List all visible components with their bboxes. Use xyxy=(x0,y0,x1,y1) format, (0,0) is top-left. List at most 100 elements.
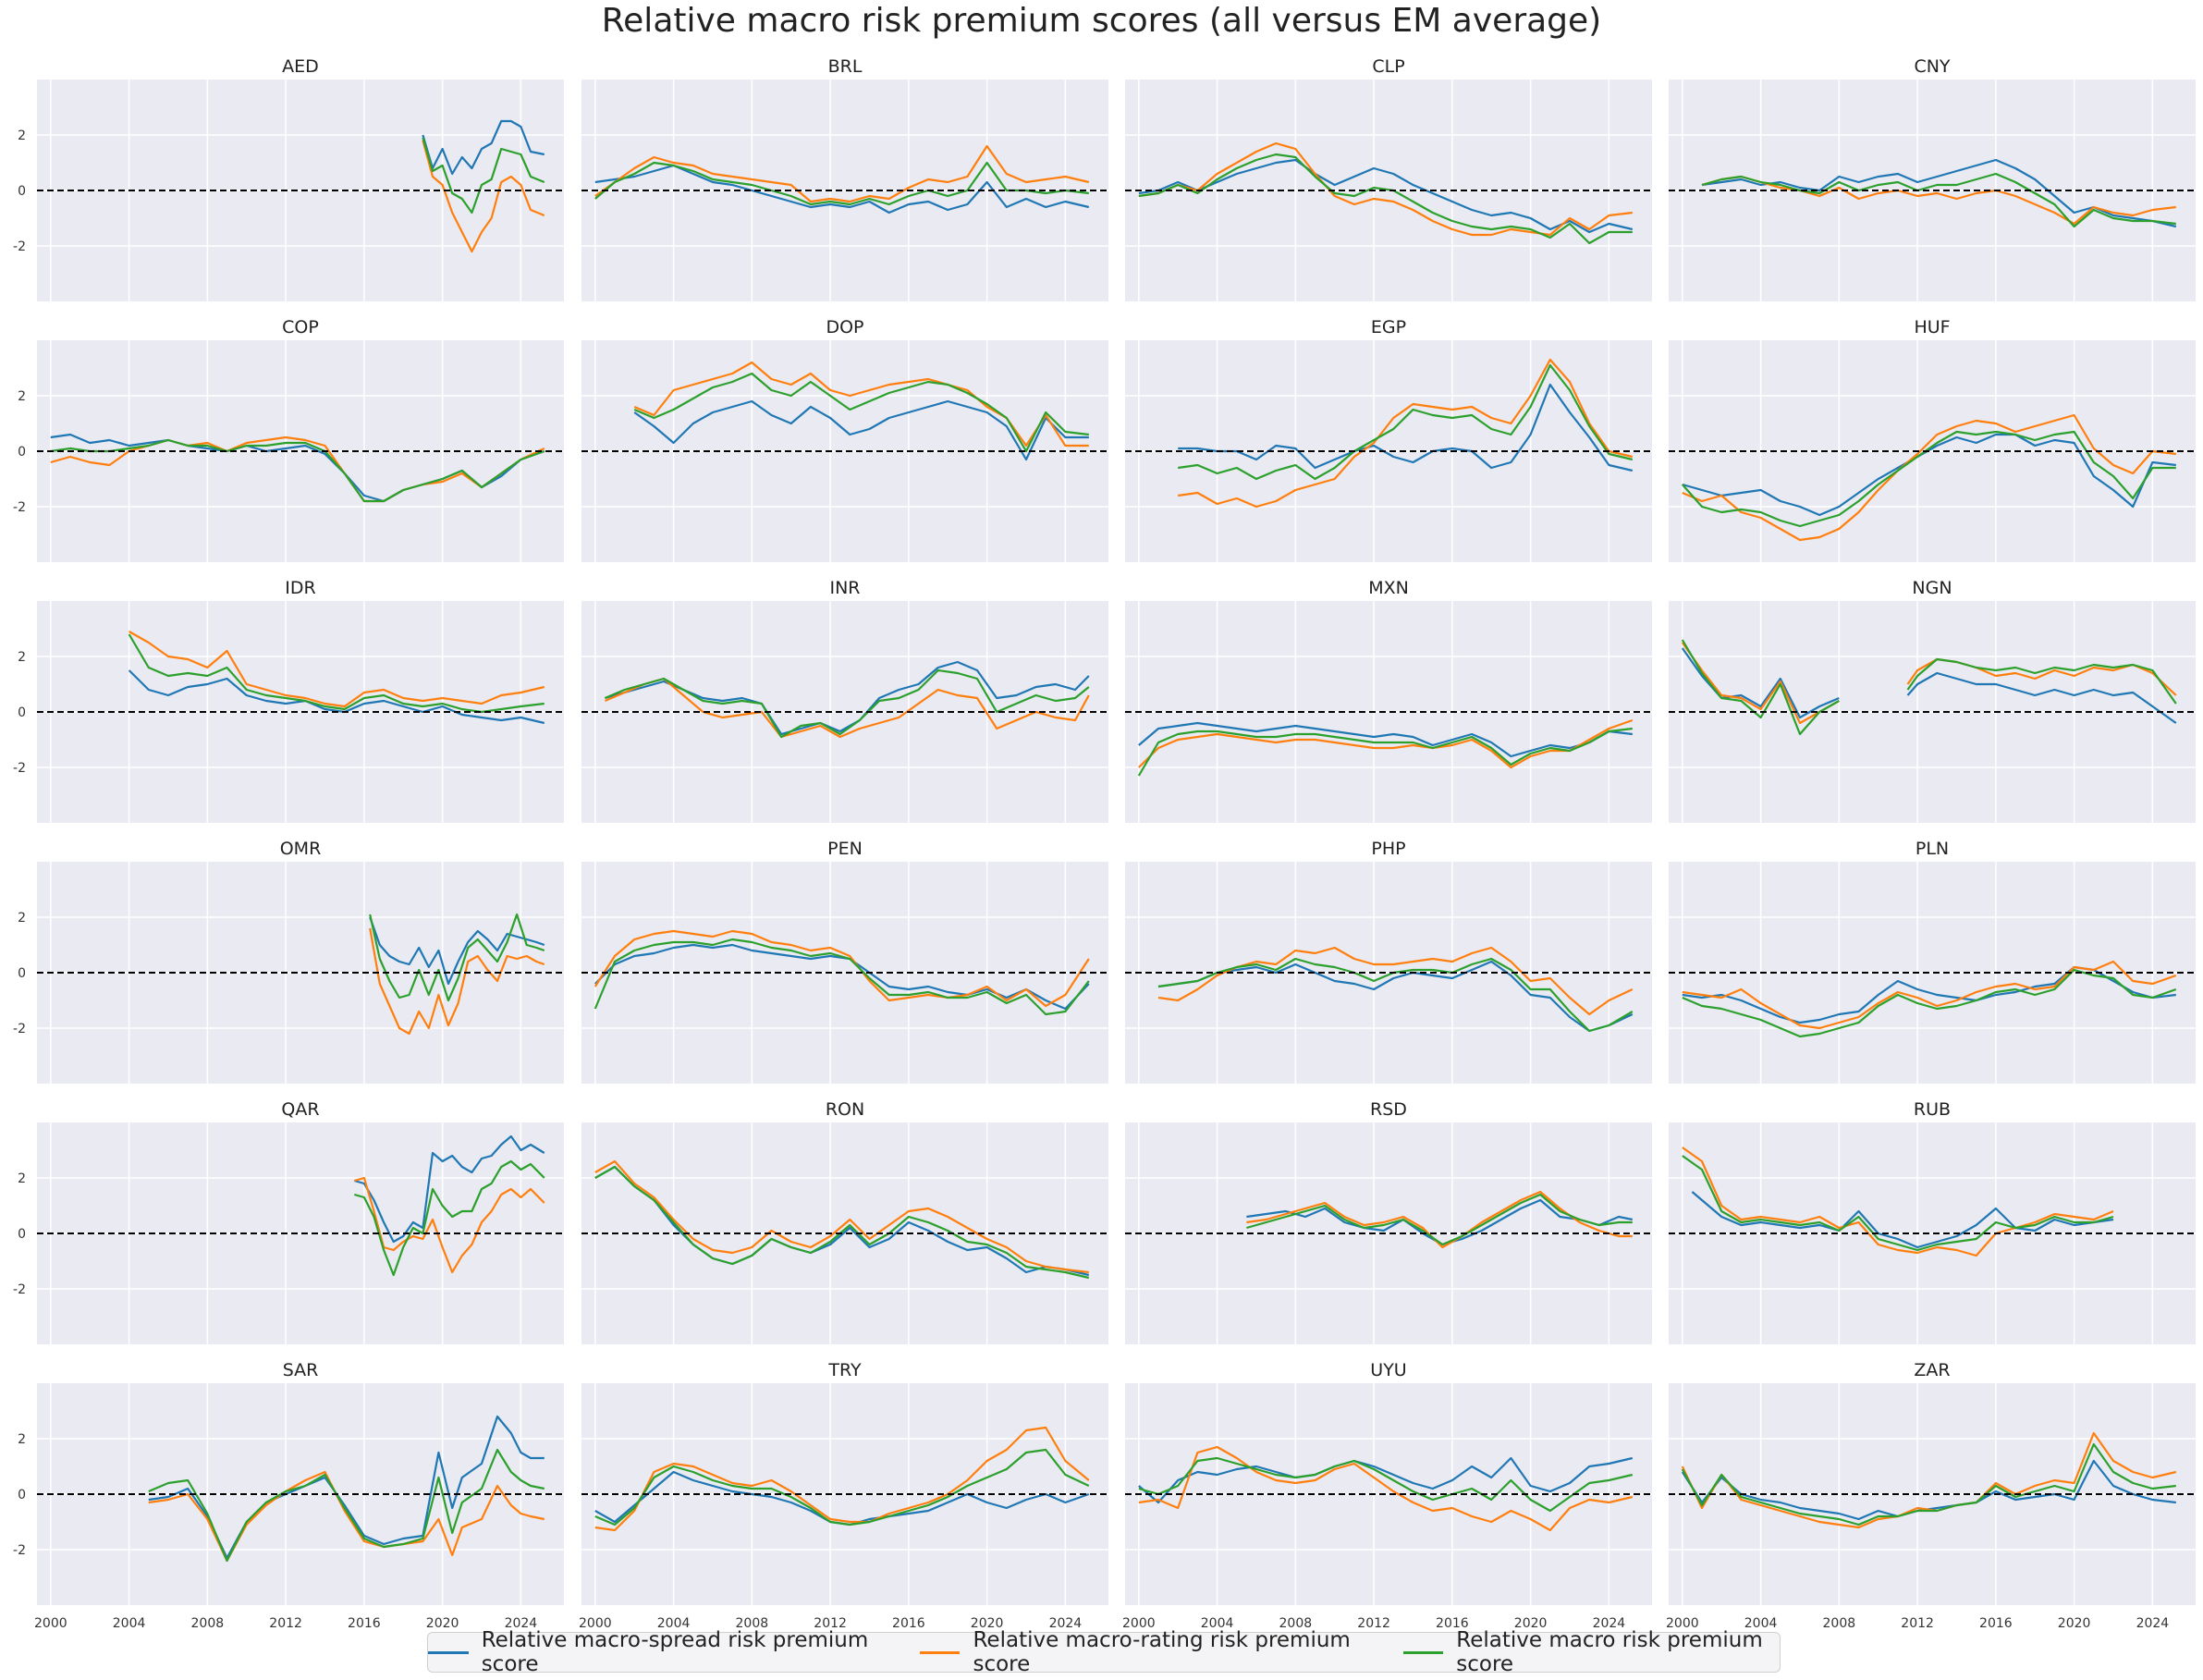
figure-title: Relative macro risk premium scores (all … xyxy=(601,2,1602,40)
panel-title: PLN xyxy=(1915,839,1949,859)
x-tick-label: 2008 xyxy=(1823,1616,1856,1631)
panel-title: CLP xyxy=(1372,56,1404,77)
panel-title: IDR xyxy=(285,578,315,598)
series-line-rating xyxy=(1682,413,2176,542)
panel-egp: EGP xyxy=(1125,317,1652,562)
series-line-macro xyxy=(1682,968,2177,1038)
series-line-rating xyxy=(422,140,545,253)
panel-php: PHP xyxy=(1125,839,1652,1084)
panel-title: CNY xyxy=(1914,56,1950,77)
legend-item-spread: Relative macro-spread risk premium score xyxy=(428,1628,875,1676)
series-line-macro xyxy=(1682,1155,2114,1252)
panel-ngn: NGN xyxy=(1669,578,2196,823)
legend-swatch-macro xyxy=(1402,1650,1444,1654)
panel-title: AED xyxy=(282,56,319,77)
panel-omr: OMR -2 0 2 xyxy=(13,839,564,1084)
legend-label-spread: Relative macro-spread risk premium score xyxy=(481,1628,869,1676)
series-line-rating xyxy=(1682,960,2177,1030)
series-line-spread xyxy=(633,399,1089,461)
series-line-spread xyxy=(1138,1456,1634,1504)
series-line-spread xyxy=(422,119,545,176)
series-line-macro xyxy=(594,1448,1090,1527)
legend-swatch-spread xyxy=(428,1650,469,1654)
series-line-rating xyxy=(594,929,1090,1008)
x-tick-label: 2004 xyxy=(657,1616,691,1631)
series-line-spread xyxy=(1157,960,1634,1033)
y-tick-label: -2 xyxy=(13,500,26,515)
panel-rub: RUB xyxy=(1669,1099,2196,1344)
series-line-spread xyxy=(1138,721,1633,758)
x-tick-label: 2020 xyxy=(426,1616,459,1631)
panel-try: TRY 2000 2004 2008 2012 2016 2020 2024 xyxy=(579,1360,1108,1631)
series-line-spread xyxy=(1681,647,2177,724)
series-line-macro xyxy=(633,372,1089,453)
series-line-rating xyxy=(1682,1147,2114,1257)
x-tick-label: 2004 xyxy=(1201,1616,1234,1631)
x-tick-label: 2000 xyxy=(579,1616,612,1631)
panel-clp: CLP xyxy=(1125,56,1652,301)
series-line-spread xyxy=(594,943,1090,1011)
series-line-rating xyxy=(594,1426,1090,1532)
panel-idr: IDR -2 0 2 xyxy=(13,578,564,823)
panel-title: RON xyxy=(826,1099,864,1120)
panel-uyu: UYU 2000 2004 2008 2012 2016 2020 2024 xyxy=(1122,1360,1652,1631)
y-tick-label: 2 xyxy=(18,650,26,665)
y-tick-label: 0 xyxy=(18,184,26,199)
x-tick-label: 2024 xyxy=(1593,1616,1626,1631)
series-line-rating xyxy=(1138,141,1633,237)
x-tick-label: 2020 xyxy=(2058,1616,2091,1631)
panel-title: NGN xyxy=(1912,578,1952,598)
series-line-spread xyxy=(128,669,545,725)
y-tick-label: -2 xyxy=(13,1022,26,1036)
x-tick-label: 2000 xyxy=(1122,1616,1156,1631)
series-line-rating xyxy=(1701,175,2176,226)
y-tick-label: 2 xyxy=(18,911,26,926)
x-tick-label: 2000 xyxy=(34,1616,67,1631)
legend-label-rating: Relative macro-rating risk premium score xyxy=(973,1628,1351,1676)
series-line-macro xyxy=(1681,639,2177,736)
panel-title: INR xyxy=(829,578,860,598)
y-tick-label: 2 xyxy=(18,389,26,404)
panel-title: UYU xyxy=(1370,1360,1406,1380)
series-line-macro xyxy=(369,913,545,1002)
series-line-macro xyxy=(1246,1193,1633,1246)
y-tick-label: 0 xyxy=(18,1488,26,1502)
series-line-macro xyxy=(1138,1456,1634,1513)
x-tick-label: 2020 xyxy=(1514,1616,1548,1631)
series-line-macro xyxy=(604,668,1090,739)
y-tick-label: 0 xyxy=(18,705,26,720)
y-tick-label: 0 xyxy=(18,966,26,981)
panel-rsd: RSD xyxy=(1125,1099,1652,1344)
x-tick-label: 2008 xyxy=(736,1616,769,1631)
series-line-spread xyxy=(1138,158,1634,234)
series-line-rating xyxy=(369,927,545,1036)
x-tick-label: 2012 xyxy=(269,1616,302,1631)
series-line-macro xyxy=(594,938,1090,1016)
x-tick-label: 2008 xyxy=(191,1616,225,1631)
x-tick-label: 2024 xyxy=(505,1616,538,1631)
x-tick-label: 2016 xyxy=(1436,1616,1469,1631)
series-line-rating xyxy=(594,1159,1089,1274)
series-line-macro xyxy=(1137,727,1633,777)
legend-item-macro: Relative macro risk premium score xyxy=(1402,1628,1780,1676)
panel-title: OMR xyxy=(280,839,322,859)
series-line-macro xyxy=(1681,1442,2176,1527)
y-tick-label: -2 xyxy=(13,1543,26,1558)
series-line-spread xyxy=(354,1134,545,1244)
series-line-macro xyxy=(128,633,545,714)
panel-cny: CNY xyxy=(1669,56,2196,301)
x-tick-label: 2012 xyxy=(1357,1616,1390,1631)
panel-inr: INR xyxy=(581,578,1108,823)
panel-aed: AED -2 0 2 xyxy=(13,56,564,301)
series-line-macro xyxy=(354,1159,545,1277)
series-line-spread xyxy=(594,1165,1090,1277)
series-line-rating xyxy=(129,631,545,708)
legend-item-rating: Relative macro-rating risk premium score xyxy=(919,1628,1359,1676)
y-tick-label: -2 xyxy=(13,1282,26,1297)
panel-title: ZAR xyxy=(1914,1360,1950,1380)
series-line-spread xyxy=(1691,1191,2114,1249)
y-tick-label: 2 xyxy=(18,129,26,143)
panel-mxn: MXN xyxy=(1125,578,1652,823)
